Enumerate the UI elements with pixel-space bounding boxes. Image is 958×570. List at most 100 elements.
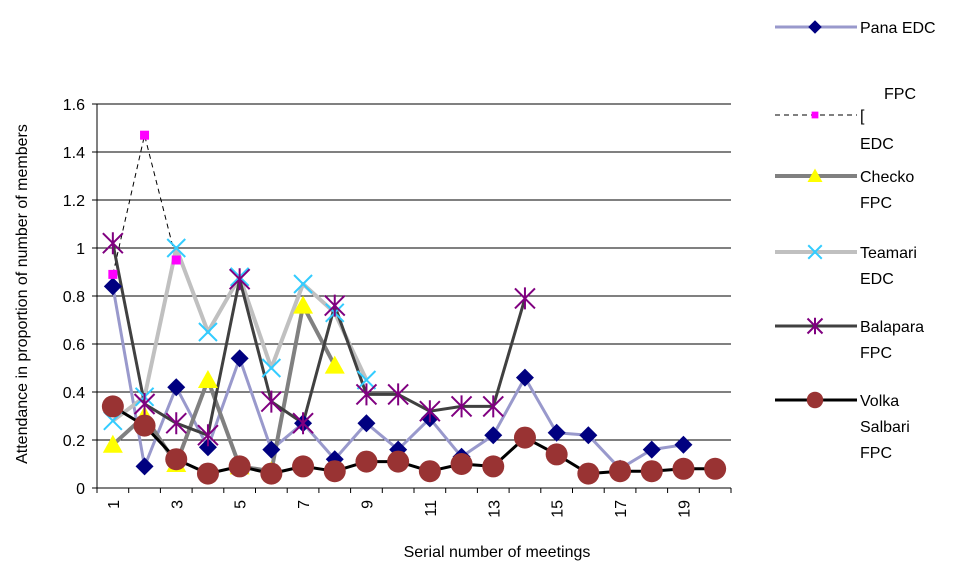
data-point-0 (198, 438, 217, 457)
legend-label: Balapara (860, 319, 924, 336)
data-point-0 (515, 368, 534, 387)
data-point-5 (704, 457, 727, 480)
legend-label: Teamari (860, 245, 917, 262)
data-point-4 (450, 395, 473, 418)
series-line-4 (111, 242, 527, 437)
data-point-4 (228, 268, 251, 291)
data-point-0 (167, 378, 186, 397)
y-tick-label: 0.6 (63, 337, 85, 354)
legend-label: Volka (860, 393, 899, 410)
series-line-1 (112, 134, 177, 275)
legend-label: EDC (860, 271, 894, 288)
y-tick-label: 1.6 (63, 97, 85, 114)
legend-label: Checko (860, 169, 914, 186)
data-point-0 (579, 426, 598, 445)
data-point-0 (230, 349, 249, 368)
y-tick-label: 0.8 (63, 289, 85, 306)
x-tick-label: 17 (613, 500, 630, 518)
legend-label: FPC (860, 445, 892, 462)
data-point-4 (260, 390, 283, 413)
data-point-5 (133, 414, 156, 437)
data-point-4 (419, 400, 441, 423)
data-point-0 (357, 414, 376, 433)
data-point-4 (197, 424, 219, 447)
y-axis-title: Attendance in proportion of number of me… (14, 124, 31, 464)
data-point-0 (103, 277, 122, 296)
data-point-5 (165, 448, 188, 471)
x-tick-label: 19 (676, 500, 693, 518)
x-tick-label: 1 (106, 500, 123, 509)
y-tick-label: 1.2 (63, 193, 85, 210)
data-point-5 (228, 455, 251, 478)
x-tick-label: 15 (550, 500, 567, 518)
legend-label: FPC (860, 345, 892, 362)
data-point-5 (260, 462, 283, 485)
data-point-5 (101, 395, 124, 418)
data-point-0 (135, 457, 154, 476)
y-tick-label: 0.4 (63, 385, 85, 402)
legend-label: EDC (860, 136, 894, 153)
data-point-5 (577, 462, 600, 485)
data-point-5 (482, 455, 505, 478)
legend-marker (807, 168, 823, 182)
legend-label: Salbari (860, 419, 910, 436)
data-point-0 (674, 435, 693, 454)
data-point-5 (609, 460, 632, 483)
data-point-2 (293, 295, 314, 314)
legend-marker (807, 244, 823, 260)
data-point-3 (293, 274, 313, 294)
data-point-4 (355, 383, 378, 406)
data-point-5 (355, 450, 378, 473)
data-point-4 (324, 294, 346, 317)
legend-fragment: [ (860, 108, 865, 125)
data-point-4 (482, 395, 504, 418)
legend-label: Pana EDC (860, 20, 936, 37)
legend-label: FPC (860, 195, 892, 212)
legend-marker (808, 20, 822, 34)
data-point-0 (642, 440, 661, 459)
tick-labels: 00.20.40.60.811.21.41.61 3 5 7 9 11 13 15 17 19 (63, 97, 694, 518)
series-lines (111, 134, 716, 476)
y-tick-label: 1 (76, 241, 85, 258)
data-point-5 (418, 460, 441, 483)
data-point-0 (547, 423, 566, 442)
data-point-2 (324, 355, 345, 374)
x-tick-label: 9 (359, 500, 376, 509)
x-tick-label: 13 (486, 500, 503, 518)
data-point-5 (387, 450, 410, 473)
y-tick-label: 1.4 (63, 145, 85, 162)
data-point-0 (484, 426, 503, 445)
x-axis-title: Serial number of meetings (404, 544, 591, 561)
legend-label: FPC (884, 86, 916, 103)
data-point-5 (196, 462, 219, 485)
data-point-5 (640, 460, 663, 483)
data-point-5 (672, 457, 695, 480)
legend-marker (806, 317, 824, 335)
data-point-3 (166, 238, 186, 258)
data-point-4 (514, 287, 536, 310)
data-point-1 (171, 255, 181, 265)
legend-marker (811, 111, 819, 119)
data-point-1 (108, 269, 118, 279)
data-point-3 (261, 358, 282, 378)
data-point-4 (165, 412, 187, 435)
data-point-3 (356, 370, 377, 390)
data-point-0 (262, 440, 281, 459)
data-point-5 (450, 453, 473, 475)
gridlines (97, 103, 731, 441)
data-point-3 (198, 322, 218, 342)
legend-marker (806, 391, 824, 409)
data-point-2 (102, 434, 123, 453)
x-tick-label: 5 (233, 500, 250, 509)
x-tick-label: 7 (296, 500, 313, 509)
data-point-5 (323, 460, 346, 483)
data-point-4 (292, 412, 314, 435)
data-point-5 (545, 443, 568, 466)
data-point-2 (197, 370, 218, 388)
data-point-5 (513, 426, 536, 449)
x-tick-label: 11 (423, 500, 440, 517)
data-point-4 (387, 383, 409, 406)
data-point-4 (102, 232, 124, 255)
y-tick-label: 0.2 (63, 433, 85, 450)
